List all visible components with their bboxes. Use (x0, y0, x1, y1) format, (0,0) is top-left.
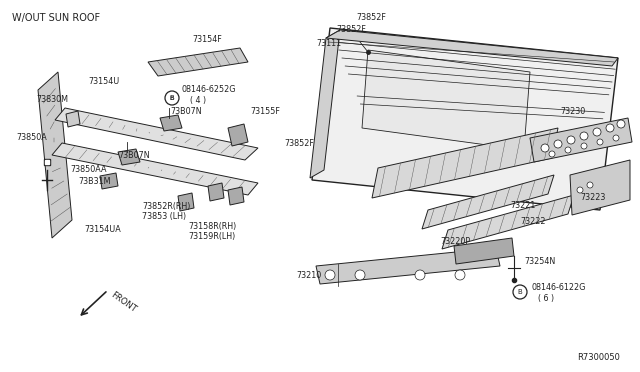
Polygon shape (570, 160, 630, 215)
Circle shape (577, 187, 583, 193)
Circle shape (549, 151, 555, 157)
Polygon shape (228, 124, 248, 146)
Text: 73154U: 73154U (88, 77, 119, 87)
Text: 73853 (LH): 73853 (LH) (142, 212, 186, 221)
Text: 73111: 73111 (316, 39, 341, 48)
Polygon shape (316, 248, 500, 284)
Text: 73158R(RH): 73158R(RH) (188, 221, 236, 231)
Text: 73220P: 73220P (440, 237, 470, 247)
Circle shape (415, 270, 425, 280)
Circle shape (581, 143, 587, 149)
Text: 08146-6252G: 08146-6252G (182, 86, 237, 94)
Polygon shape (178, 193, 194, 211)
Text: 73154UA: 73154UA (84, 225, 121, 234)
Circle shape (580, 132, 588, 140)
Text: 73B07N: 73B07N (118, 151, 150, 160)
Text: FRONT: FRONT (109, 290, 138, 314)
Text: 73852F: 73852F (336, 26, 366, 35)
Polygon shape (362, 50, 530, 150)
Circle shape (565, 147, 571, 153)
Text: 73850A: 73850A (16, 134, 47, 142)
Text: 73210: 73210 (296, 272, 321, 280)
Polygon shape (52, 143, 258, 195)
Circle shape (513, 285, 527, 299)
Polygon shape (55, 108, 258, 160)
Text: 73221: 73221 (510, 202, 536, 211)
Circle shape (587, 182, 593, 188)
Polygon shape (66, 111, 80, 127)
Polygon shape (442, 195, 574, 249)
Circle shape (541, 144, 549, 152)
Polygon shape (326, 30, 618, 66)
Circle shape (613, 135, 619, 141)
Text: 73852F: 73852F (284, 140, 314, 148)
Polygon shape (38, 72, 72, 238)
Text: ( 4 ): ( 4 ) (190, 96, 206, 105)
Text: 73254N: 73254N (524, 257, 556, 266)
Text: 73850AA: 73850AA (70, 166, 106, 174)
Circle shape (593, 128, 601, 136)
Text: B: B (170, 96, 174, 100)
Text: 73B31M: 73B31M (78, 177, 111, 186)
Circle shape (606, 124, 614, 132)
Circle shape (325, 270, 335, 280)
Text: 73830M: 73830M (36, 96, 68, 105)
Polygon shape (118, 149, 140, 165)
Polygon shape (228, 187, 244, 205)
Text: B: B (518, 289, 522, 295)
Circle shape (597, 139, 603, 145)
Polygon shape (372, 128, 558, 198)
Polygon shape (160, 115, 182, 131)
Text: 73155F: 73155F (250, 108, 280, 116)
Polygon shape (310, 30, 340, 178)
Circle shape (554, 140, 562, 148)
Polygon shape (100, 173, 118, 189)
Text: 73222: 73222 (520, 218, 545, 227)
Circle shape (567, 136, 575, 144)
Text: 73852R(RH): 73852R(RH) (142, 202, 190, 211)
Polygon shape (530, 118, 632, 162)
Text: 73B07N: 73B07N (170, 108, 202, 116)
Text: 73159R(LH): 73159R(LH) (188, 231, 236, 241)
Text: 73223: 73223 (580, 193, 605, 202)
Text: 73852F: 73852F (356, 13, 386, 22)
Polygon shape (148, 48, 248, 76)
Polygon shape (454, 238, 514, 264)
Polygon shape (208, 183, 224, 201)
Text: ( 6 ): ( 6 ) (538, 294, 554, 302)
Polygon shape (422, 175, 554, 229)
Text: B: B (170, 95, 174, 101)
Text: R7300050: R7300050 (577, 353, 620, 362)
Circle shape (355, 270, 365, 280)
Circle shape (455, 270, 465, 280)
Polygon shape (312, 28, 618, 210)
Text: 73154F: 73154F (192, 35, 221, 45)
Circle shape (165, 91, 179, 105)
Text: 08146-6122G: 08146-6122G (532, 283, 586, 292)
Text: W/OUT SUN ROOF: W/OUT SUN ROOF (12, 13, 100, 23)
Circle shape (617, 120, 625, 128)
Text: 73230: 73230 (560, 108, 585, 116)
